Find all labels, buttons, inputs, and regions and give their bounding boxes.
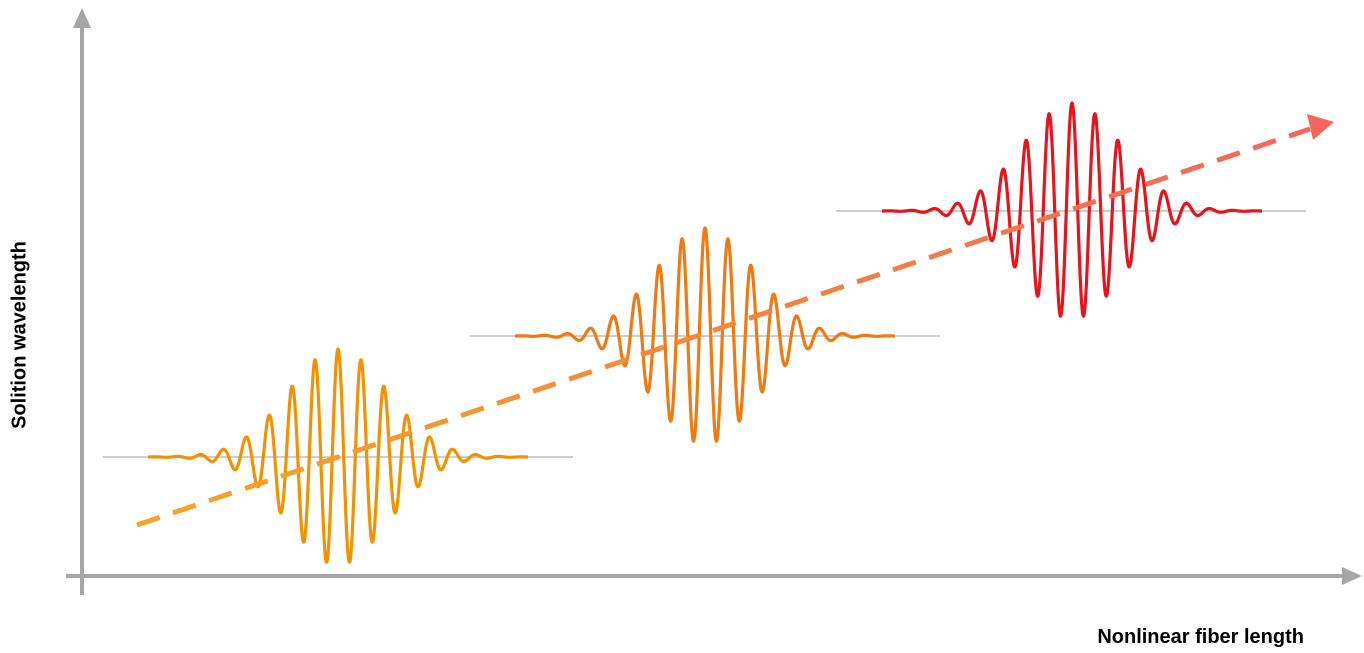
pulse-3 (836, 101, 1306, 318)
axes (66, 8, 1362, 595)
x-axis-arrowhead (1342, 567, 1362, 585)
pulse-1-waveform (146, 347, 530, 564)
trend-arrow-line (136, 126, 1311, 528)
pulse-2-waveform (513, 226, 897, 443)
trend-arrowhead (1307, 114, 1334, 140)
trend-arrow (136, 114, 1334, 528)
y-axis-arrowhead (73, 8, 91, 28)
pulse-2 (470, 226, 940, 443)
x-axis-label: Nonlinear fiber length (1097, 626, 1304, 648)
y-axis-label: Solition wavelength (8, 241, 31, 429)
pulse-3-waveform (880, 101, 1264, 318)
